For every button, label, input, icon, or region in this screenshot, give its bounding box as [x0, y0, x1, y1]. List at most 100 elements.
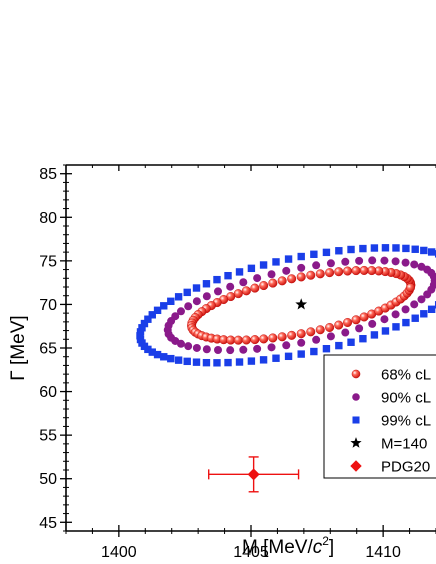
legend-marker-square	[352, 416, 360, 424]
data-point-circle	[417, 295, 426, 304]
series-square	[136, 244, 436, 367]
data-point-circle	[214, 287, 223, 296]
data-point-square	[370, 331, 379, 339]
data-point-square	[213, 359, 221, 367]
data-point-sphere	[351, 315, 361, 325]
data-point-sphere	[250, 283, 260, 293]
legend-label: M=140	[381, 436, 427, 453]
data-point-square	[411, 245, 419, 253]
data-point-sphere	[367, 266, 377, 276]
data-point-circle	[401, 258, 410, 267]
data-point-square	[347, 245, 355, 254]
data-point-square	[167, 297, 175, 305]
data-point-circle	[326, 259, 335, 268]
data-point-circle	[226, 346, 235, 355]
data-point-sphere	[268, 278, 278, 288]
plot-area	[136, 244, 436, 493]
legend-label: 68% cL	[381, 367, 431, 384]
y-tick-label: 70	[39, 297, 57, 314]
data-point-square	[335, 341, 343, 350]
data-point-circle	[184, 342, 193, 351]
data-point-square	[335, 247, 343, 255]
data-point-circle	[176, 307, 185, 316]
data-point-square	[247, 357, 256, 365]
x-tick-label: 1400	[101, 544, 137, 561]
data-point-sphere	[334, 320, 344, 330]
data-point-sphere	[359, 312, 369, 322]
data-point-square	[370, 244, 379, 252]
data-point-square	[224, 358, 232, 367]
data-point-square	[434, 250, 436, 258]
axes: 45 50 55 60 65 70 75 80 85 1400 1405 1410	[39, 164, 436, 561]
data-point-sphere	[241, 335, 251, 345]
legend-label: PDG20	[381, 459, 430, 476]
data-point-square	[322, 248, 331, 257]
data-point-circle	[202, 345, 211, 354]
data-point-square	[402, 244, 410, 253]
data-point-circle	[326, 332, 335, 341]
data-point-sphere	[343, 266, 353, 276]
data-point-circle	[176, 339, 185, 348]
series-sphere	[187, 265, 416, 345]
data-point-sphere	[325, 322, 335, 332]
y-tick-label: 50	[39, 471, 57, 488]
data-point-square	[434, 301, 436, 309]
data-point-circle	[391, 257, 400, 266]
data-point-circle	[253, 274, 262, 283]
data-point-square	[202, 358, 211, 367]
data-point-circle	[297, 338, 306, 347]
data-point-square	[427, 248, 436, 256]
data-point-sphere	[287, 330, 297, 340]
data-point-square	[259, 356, 268, 364]
x-tick-label: 1410	[365, 544, 401, 561]
legend-marker-diamond	[350, 460, 362, 472]
data-point-square	[224, 271, 232, 280]
data-point-circle	[355, 256, 364, 265]
data-point-sphere	[296, 272, 306, 282]
data-point-square	[322, 345, 331, 353]
data-point-square	[183, 288, 191, 297]
data-point-sphere	[250, 335, 260, 345]
data-point-square	[144, 345, 152, 354]
data-point-sphere	[405, 283, 415, 293]
data-point-circle	[341, 257, 350, 266]
data-point-circle	[401, 305, 410, 314]
data-point-circle	[214, 345, 223, 354]
legend-box	[323, 354, 436, 479]
data-point-square	[411, 314, 419, 322]
data-point-sphere	[241, 286, 251, 296]
data-point-square	[192, 284, 201, 292]
data-point-square	[392, 323, 400, 331]
data-point-square	[153, 306, 162, 315]
data-point-square	[136, 332, 144, 340]
data-point-circle	[380, 315, 389, 324]
data-point-circle	[267, 270, 276, 279]
data-point-sphere	[226, 335, 236, 345]
data-point-circle	[410, 300, 419, 309]
data-point-square	[310, 347, 318, 356]
data-point-square	[235, 358, 244, 366]
data-point-square	[136, 328, 145, 336]
data-point-circle	[267, 343, 276, 352]
data-point-diamond	[247, 468, 260, 481]
data-point-circle	[253, 344, 262, 353]
data-point-square	[174, 293, 183, 301]
data-point-square	[381, 327, 390, 335]
data-point-square	[284, 352, 293, 361]
data-point-square	[359, 244, 367, 253]
legend-marker-circle	[352, 393, 360, 401]
data-point-square	[297, 350, 305, 358]
data-point-circle	[226, 282, 235, 291]
data-point-square	[160, 302, 168, 310]
data-point-square	[259, 261, 268, 269]
data-point-sphere	[277, 332, 287, 342]
data-point-square	[310, 250, 318, 258]
x-tick-label: 1405	[233, 544, 269, 561]
y-tick-label: 55	[39, 428, 57, 445]
legend: 68% cL 90% cL 99% cL M=140 PDG20	[323, 354, 436, 479]
data-point-circle	[380, 256, 389, 265]
data-point-square	[235, 268, 244, 276]
data-point-circle	[368, 256, 377, 265]
data-point-square	[272, 354, 280, 362]
data-point-sphere	[359, 265, 369, 275]
